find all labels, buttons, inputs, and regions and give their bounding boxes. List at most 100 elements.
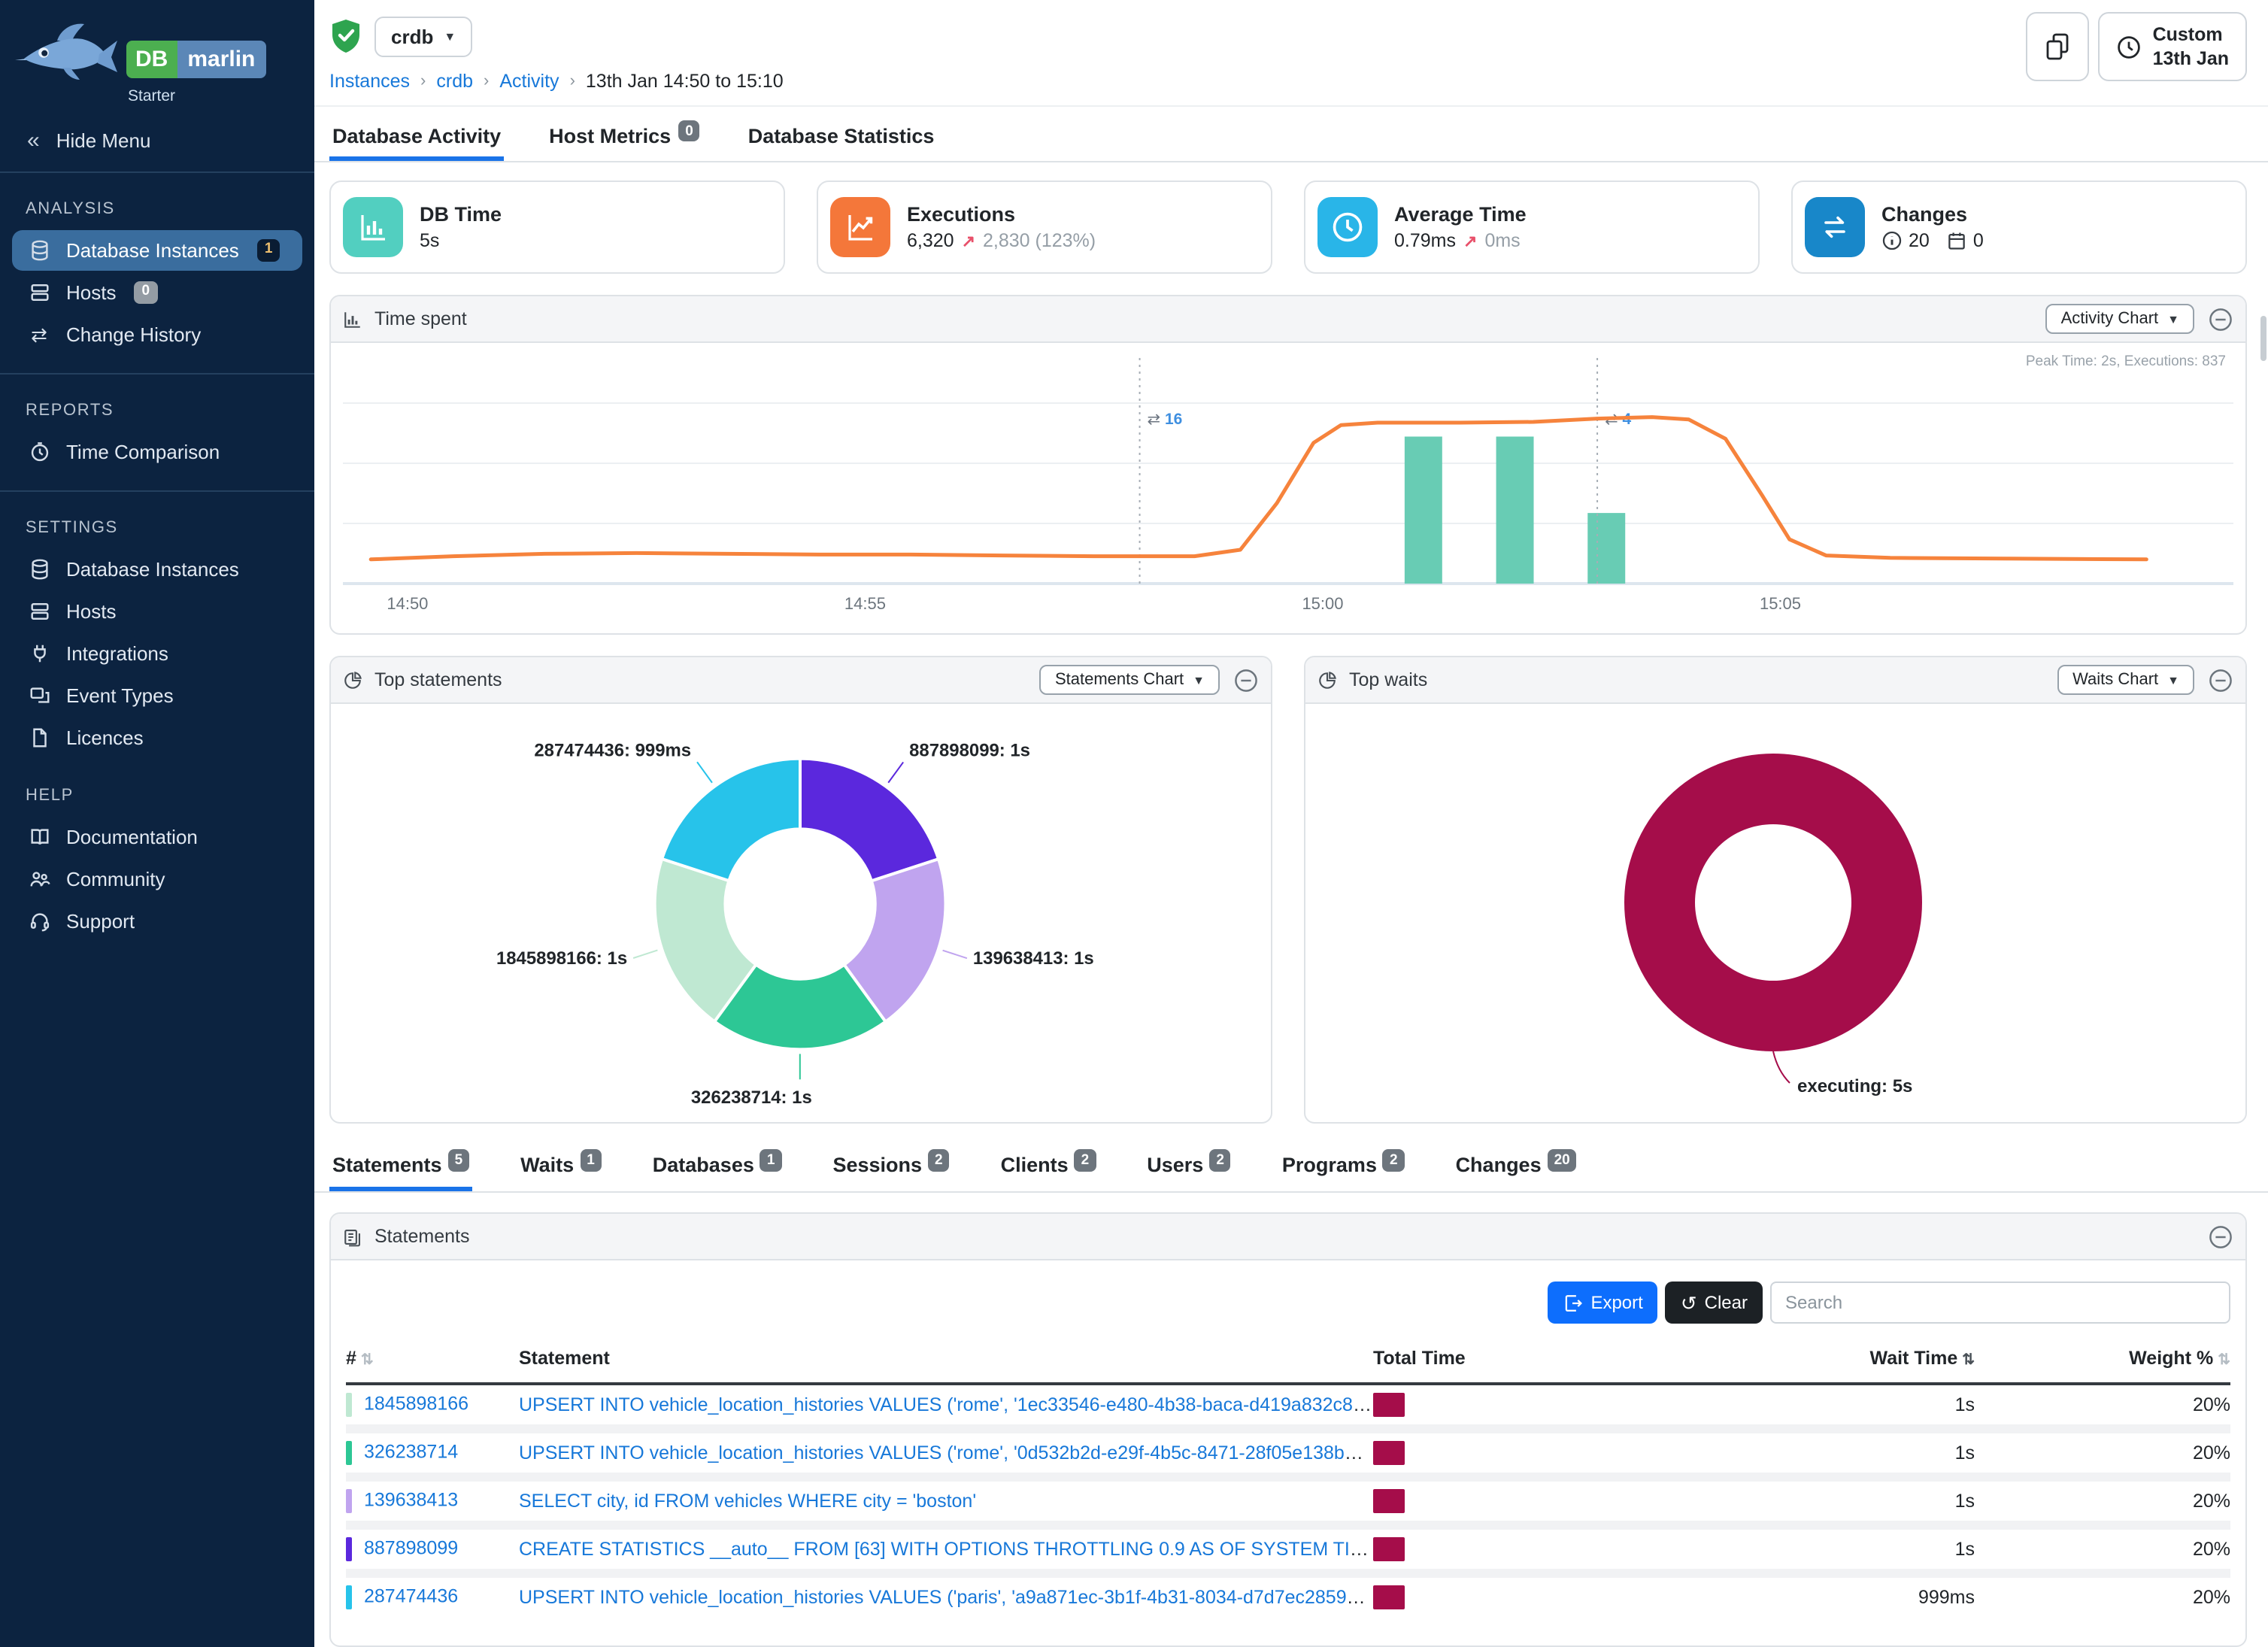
- tab-programs[interactable]: Programs 2: [1279, 1144, 1408, 1192]
- breadcrumb-crdb[interactable]: crdb: [436, 71, 474, 92]
- time-range-button[interactable]: Custom 13th Jan: [2098, 12, 2247, 81]
- tab-databases[interactable]: Databases 1: [650, 1144, 785, 1192]
- collapse-button[interactable]: [2208, 668, 2233, 693]
- column-id[interactable]: # ⇅: [346, 1342, 519, 1386]
- chevron-down-icon: ▼: [444, 29, 456, 43]
- table-row: 139638413 SELECT city, id FROM vehicles …: [346, 1477, 2230, 1530]
- donut-slice[interactable]: [659, 757, 802, 884]
- clock-icon: [2118, 35, 2141, 58]
- waits-chart-dropdown[interactable]: Waits Chart ▼: [2057, 665, 2194, 696]
- sidebar-item-time-comparison[interactable]: Time Comparison: [12, 432, 302, 472]
- sidebar-item-licences[interactable]: Licences: [12, 717, 302, 758]
- collapse-button[interactable]: [1233, 668, 1259, 693]
- divider: [0, 490, 314, 492]
- clear-button[interactable]: ↺ Clear: [1665, 1282, 1763, 1324]
- server-icon: [27, 281, 51, 304]
- calendar-change-count: 0: [1972, 230, 1984, 251]
- instance-selector[interactable]: crdb ▼: [374, 16, 473, 56]
- weight-value: 20%: [1975, 1429, 2230, 1482]
- sidebar-item-integrations[interactable]: Integrations: [12, 633, 302, 674]
- sidebar-item-database-instances[interactable]: Database Instances 1: [12, 230, 302, 271]
- sidebar-item-settings-database-instances[interactable]: Database Instances: [12, 549, 302, 590]
- count-badge: 0: [678, 120, 700, 142]
- statement-id-link[interactable]: 287474436: [364, 1586, 459, 1608]
- collapse-button[interactable]: [2208, 1224, 2233, 1250]
- database-icon: [27, 558, 51, 581]
- calendar-icon: [1948, 232, 1965, 250]
- executions-bar[interactable]: [1496, 436, 1534, 584]
- statement-sql-link[interactable]: UPSERT INTO vehicle_location_histories V…: [519, 1587, 1373, 1609]
- statement-sql-link[interactable]: CREATE STATISTICS __auto__ FROM [63] WIT…: [519, 1539, 1373, 1561]
- wait-time-value: 1s: [1734, 1384, 1975, 1434]
- change-marker-label[interactable]: ⇄ 16: [1148, 411, 1183, 428]
- column-wait-time[interactable]: Wait Time ⇅: [1734, 1342, 1975, 1386]
- copy-button[interactable]: [2026, 12, 2090, 81]
- svg-text:14:50: 14:50: [387, 594, 428, 613]
- donut-slice[interactable]: [653, 857, 759, 1024]
- section-title-help: HELP: [26, 787, 74, 805]
- statement-sql-link[interactable]: UPSERT INTO vehicle_location_histories V…: [519, 1394, 1373, 1416]
- statements-table: # ⇅ Statement Total Time Wait Time ⇅ Weigh…: [346, 1342, 2230, 1618]
- donut-slice[interactable]: [841, 857, 948, 1025]
- statement-id-link[interactable]: 326238714: [364, 1442, 459, 1463]
- sort-icon: ⇅: [360, 1352, 374, 1369]
- table-toolbar: Export ↺ Clear: [331, 1261, 2245, 1342]
- statement-sql-link[interactable]: SELECT city, id FROM vehicles WHERE city…: [519, 1491, 977, 1512]
- column-weight[interactable]: Weight % ⇅: [1975, 1342, 2230, 1386]
- sidebar-item-event-types[interactable]: Event Types: [12, 675, 302, 716]
- executions-bar[interactable]: [1587, 513, 1626, 584]
- pie-chart-icon: [1319, 671, 1336, 689]
- donut-label: 287474436: 999ms: [534, 741, 691, 761]
- sidebar-item-documentation[interactable]: Documentation: [12, 817, 302, 857]
- statement-sql-link[interactable]: UPSERT INTO vehicle_location_histories V…: [519, 1442, 1373, 1464]
- collapse-button[interactable]: [2208, 306, 2233, 332]
- statements-chart-dropdown[interactable]: Statements Chart ▼: [1039, 665, 1220, 696]
- tab-clients[interactable]: Clients 2: [998, 1144, 1099, 1192]
- tab-changes[interactable]: Changes 20: [1453, 1144, 1580, 1192]
- marlin-fish-icon: [15, 23, 117, 80]
- time-range-line1: Custom: [2152, 23, 2223, 45]
- donut-slice[interactable]: [799, 757, 941, 884]
- tab-sessions[interactable]: Sessions 2: [829, 1144, 952, 1192]
- divider: [0, 373, 314, 375]
- donut-label: 326238714: 1s: [691, 1088, 812, 1109]
- tab-statements[interactable]: Statements 5: [329, 1144, 472, 1192]
- tab-database-statistics[interactable]: Database Statistics: [747, 125, 935, 147]
- total-time-bar: [1373, 1489, 1405, 1514]
- executions-bar[interactable]: [1404, 436, 1442, 584]
- tab-waits[interactable]: Waits 1: [517, 1144, 605, 1192]
- double-chevron-left-icon: «: [27, 128, 40, 153]
- statement-color-chip: [346, 1489, 352, 1514]
- sidebar-item-settings-hosts[interactable]: Hosts: [12, 591, 302, 632]
- statement-id-link[interactable]: 887898099: [364, 1538, 459, 1560]
- weight-value: 20%: [2192, 1587, 2230, 1609]
- donut-label: executing: 5s: [1797, 1077, 1912, 1097]
- search-input[interactable]: [1770, 1282, 2230, 1324]
- pie-chart-icon: [344, 671, 362, 689]
- breadcrumb-activity[interactable]: Activity: [499, 71, 559, 92]
- book-icon: [27, 826, 51, 848]
- statement-id-link[interactable]: 139638413: [364, 1490, 459, 1512]
- export-button[interactable]: Export: [1547, 1282, 1658, 1324]
- sidebar-item-hosts[interactable]: Hosts 0: [12, 272, 302, 313]
- breadcrumb-instances[interactable]: Instances: [329, 71, 411, 92]
- sidebar-item-support[interactable]: Support: [12, 901, 302, 942]
- sidebar-item-change-history[interactable]: ⇄ Change History: [12, 314, 302, 355]
- activity-chart-dropdown[interactable]: Activity Chart ▼: [2045, 304, 2194, 334]
- statement-id-link[interactable]: 1845898166: [364, 1394, 469, 1415]
- card-title: DB Time: [420, 203, 502, 226]
- column-statement[interactable]: Statement: [519, 1342, 1373, 1386]
- column-total-time[interactable]: Total Time: [1373, 1342, 1734, 1386]
- donut-slice[interactable]: [712, 963, 888, 1052]
- donut-slice[interactable]: [1624, 754, 1922, 1052]
- sidebar-item-community[interactable]: Community: [12, 859, 302, 899]
- svg-text:14:55: 14:55: [844, 594, 886, 613]
- top-waits-panel: Top waits Waits Chart ▼ executing: 5s: [1304, 656, 2247, 1124]
- total-time-bar: [1373, 1585, 1405, 1610]
- scrollbar[interactable]: [2260, 316, 2266, 361]
- tab-users[interactable]: Users 2: [1144, 1144, 1234, 1192]
- hide-menu-button[interactable]: « Hide Menu: [0, 111, 314, 173]
- tab-database-activity[interactable]: Database Activity: [329, 117, 504, 161]
- card-average-time: Average Time 0.79ms ↗ 0ms: [1304, 180, 1760, 274]
- tab-host-metrics[interactable]: Host Metrics 0: [546, 117, 703, 161]
